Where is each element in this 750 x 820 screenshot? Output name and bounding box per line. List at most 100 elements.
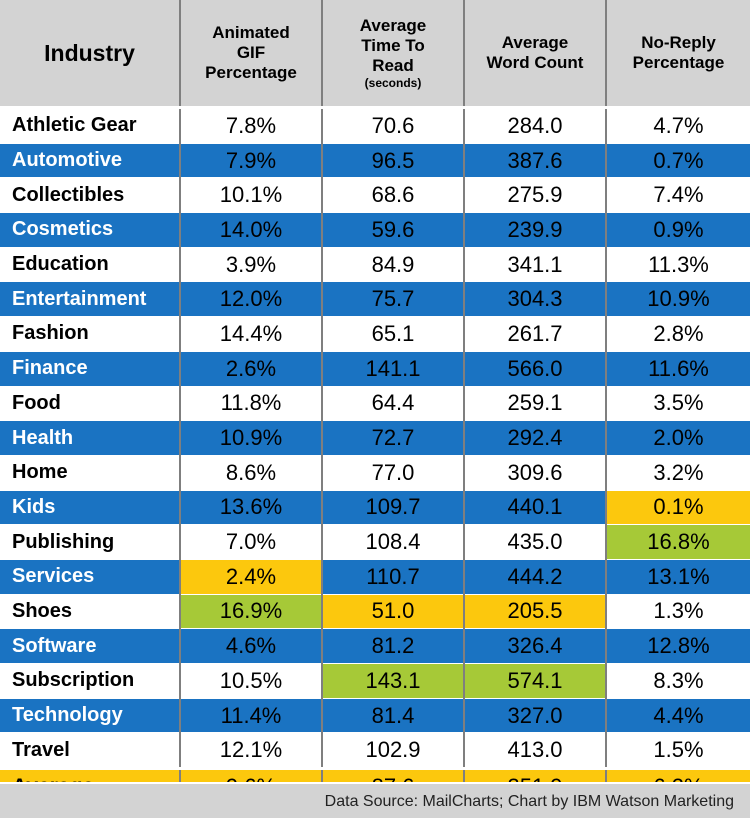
cell-time-to-read: 64.4 bbox=[321, 385, 464, 421]
cell-word-count: 387.6 bbox=[463, 142, 606, 178]
cell-gif-percentage: 12.0% bbox=[179, 281, 322, 317]
cell-time-to-read: 75.7 bbox=[321, 281, 464, 317]
cell-gif-percentage: 7.9% bbox=[179, 142, 322, 178]
cell-time-to-read: 108.4 bbox=[321, 524, 464, 560]
cell-gif-percentage: 2.6% bbox=[179, 350, 322, 386]
table-row: Home 8.6% 77.0 309.6 3.2% bbox=[0, 454, 750, 491]
table-row: Fashion 14.4% 65.1 261.7 2.8% bbox=[0, 316, 750, 352]
table-row: Kids 13.6% 109.7 440.1 0.1% bbox=[0, 489, 750, 525]
cell-time-to-read: 51.0 bbox=[321, 593, 464, 629]
cell-time-to-read: 81.2 bbox=[321, 628, 464, 664]
cell-no-reply-percentage: 2.0% bbox=[605, 420, 750, 456]
cell-time-to-read: 70.6 bbox=[321, 107, 464, 144]
column-header-gif-percentage: Animated GIF Percentage bbox=[179, 0, 322, 109]
cell-gif-percentage: 12.1% bbox=[179, 732, 322, 769]
cell-time-to-read: 68.6 bbox=[321, 177, 464, 213]
cell-word-count: 275.9 bbox=[463, 177, 606, 213]
table-row: Cosmetics 14.0% 59.6 239.9 0.9% bbox=[0, 212, 750, 248]
cell-time-to-read: 141.1 bbox=[321, 350, 464, 386]
cell-word-count: 292.4 bbox=[463, 420, 606, 456]
cell-gif-percentage: 10.9% bbox=[179, 420, 322, 456]
cell-gif-percentage: 11.8% bbox=[179, 385, 322, 421]
cell-word-count: 304.3 bbox=[463, 281, 606, 317]
column-header-time-to-read: Average Time To Read (seconds) bbox=[321, 0, 464, 109]
cell-no-reply-percentage: 1.3% bbox=[605, 593, 750, 629]
cell-time-to-read: 102.9 bbox=[321, 732, 464, 769]
cell-no-reply-percentage: 13.1% bbox=[605, 558, 750, 595]
table-row: Education 3.9% 84.9 341.1 11.3% bbox=[0, 246, 750, 282]
cell-gif-percentage: 10.1% bbox=[179, 177, 322, 213]
cell-word-count: 566.0 bbox=[463, 350, 606, 386]
cell-time-to-read: 96.5 bbox=[321, 142, 464, 178]
table-row: Subscription 10.5% 143.1 574.1 8.3% bbox=[0, 663, 750, 699]
industry-label: Home bbox=[0, 454, 180, 491]
cell-word-count: 440.1 bbox=[463, 489, 606, 525]
cell-no-reply-percentage: 2.8% bbox=[605, 316, 750, 352]
industry-label: Services bbox=[0, 558, 180, 595]
table-row: Athletic Gear 7.8% 70.6 284.0 4.7% bbox=[0, 107, 750, 144]
column-header-line: Animated bbox=[212, 23, 290, 42]
column-header-no-reply-percentage: No-Reply Percentage bbox=[605, 0, 750, 109]
cell-no-reply-percentage: 8.3% bbox=[605, 663, 750, 699]
industry-label: Subscription bbox=[0, 663, 180, 699]
cell-no-reply-percentage: 3.5% bbox=[605, 385, 750, 421]
cell-gif-percentage: 7.0% bbox=[179, 524, 322, 560]
cell-gif-percentage: 14.4% bbox=[179, 316, 322, 352]
cell-word-count: 327.0 bbox=[463, 697, 606, 733]
cell-time-to-read: 77.0 bbox=[321, 454, 464, 491]
industry-label: Fashion bbox=[0, 316, 180, 352]
cell-word-count: 413.0 bbox=[463, 732, 606, 769]
column-header-line: Average bbox=[501, 33, 569, 52]
cell-word-count: 435.0 bbox=[463, 524, 606, 560]
cell-word-count: 259.1 bbox=[463, 385, 606, 421]
cell-no-reply-percentage: 16.8% bbox=[605, 524, 750, 560]
cell-time-to-read: 110.7 bbox=[321, 558, 464, 595]
cell-gif-percentage: 4.6% bbox=[179, 628, 322, 664]
column-header-line: Percentage bbox=[205, 63, 297, 82]
table-row: Food 11.8% 64.4 259.1 3.5% bbox=[0, 385, 750, 421]
column-header-line: Industry bbox=[44, 40, 135, 66]
column-header-line: Word Count bbox=[486, 53, 584, 72]
cell-gif-percentage: 8.6% bbox=[179, 454, 322, 491]
column-header-unit: (seconds) bbox=[364, 76, 422, 90]
table-row: Software 4.6% 81.2 326.4 12.8% bbox=[0, 628, 750, 664]
header-row: Industry Animated GIF Percentage Average Time… bbox=[0, 0, 750, 109]
cell-gif-percentage: 10.5% bbox=[179, 663, 322, 699]
cell-no-reply-percentage: 4.4% bbox=[605, 697, 750, 733]
cell-word-count: 444.2 bbox=[463, 558, 606, 595]
cell-time-to-read: 65.1 bbox=[321, 316, 464, 352]
column-header-line: Read bbox=[372, 56, 414, 75]
cell-time-to-read: 81.4 bbox=[321, 697, 464, 733]
industry-label: Automotive bbox=[0, 142, 180, 178]
cell-gif-percentage: 13.6% bbox=[179, 489, 322, 525]
column-header-line: GIF bbox=[236, 43, 266, 62]
industry-label: Athletic Gear bbox=[0, 107, 180, 144]
table-row: Travel 12.1% 102.9 413.0 1.5% bbox=[0, 732, 750, 769]
table-row: Collectibles 10.1% 68.6 275.9 7.4% bbox=[0, 177, 750, 213]
industry-label: Health bbox=[0, 420, 180, 456]
cell-word-count: 326.4 bbox=[463, 628, 606, 664]
cell-time-to-read: 143.1 bbox=[321, 663, 464, 699]
table-row: Health 10.9% 72.7 292.4 2.0% bbox=[0, 420, 750, 456]
column-header-word-count: Average Word Count bbox=[463, 0, 606, 109]
table-row: Automotive 7.9% 96.5 387.6 0.7% bbox=[0, 142, 750, 178]
cell-no-reply-percentage: 3.2% bbox=[605, 454, 750, 491]
cell-no-reply-percentage: 10.9% bbox=[605, 281, 750, 317]
column-header-line: Time To bbox=[361, 36, 425, 55]
cell-no-reply-percentage: 12.8% bbox=[605, 628, 750, 664]
industry-label: Kids bbox=[0, 489, 180, 525]
cell-no-reply-percentage: 1.5% bbox=[605, 732, 750, 769]
cell-word-count: 309.6 bbox=[463, 454, 606, 491]
column-header-industry: Industry bbox=[0, 0, 180, 109]
cell-time-to-read: 59.6 bbox=[321, 212, 464, 248]
cell-gif-percentage: 16.9% bbox=[179, 593, 322, 629]
column-header-line: No-Reply bbox=[641, 33, 716, 52]
cell-word-count: 341.1 bbox=[463, 246, 606, 282]
table-body: Athletic Gear 7.8% 70.6 284.0 4.7% Automotive… bbox=[0, 107, 750, 804]
column-header-line: Percentage bbox=[632, 53, 725, 72]
table-row: Publishing 7.0% 108.4 435.0 16.8% bbox=[0, 524, 750, 560]
industry-label: Finance bbox=[0, 350, 180, 386]
column-header-line: Average bbox=[359, 16, 427, 35]
